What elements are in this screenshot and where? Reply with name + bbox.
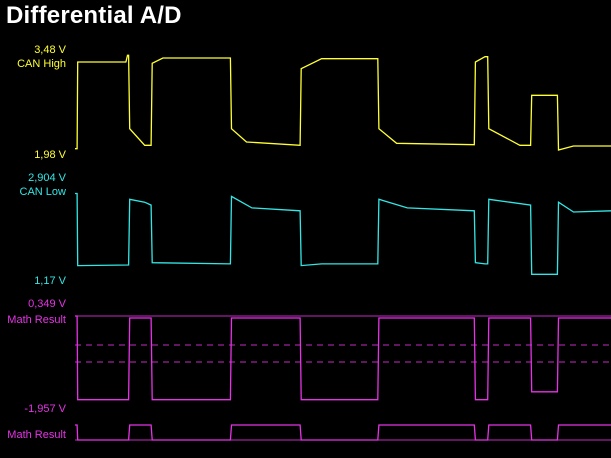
can-low-name-label: CAN Low: [20, 186, 67, 198]
digital-name-label: Math Result: [7, 429, 66, 441]
math-name-label: Math Result: [7, 314, 66, 326]
can-high-trace: [75, 54, 611, 151]
math-min-label: -1,957 V: [24, 403, 66, 415]
can-high-name-label: CAN High: [17, 58, 66, 70]
can-high-min-label: 1,98 V: [34, 149, 66, 161]
chart-title: Differential A/D: [6, 2, 182, 29]
can-low-max-label: 2,904 V: [28, 172, 67, 184]
can-low-trace: [75, 192, 611, 275]
math-max-label: 0,349 V: [28, 298, 67, 310]
can-low-min-label: 1,17 V: [34, 275, 66, 287]
math-digital-trace: [75, 424, 611, 441]
can-high-max-label: 3,48 V: [34, 44, 66, 56]
math-result-trace: [75, 315, 611, 401]
